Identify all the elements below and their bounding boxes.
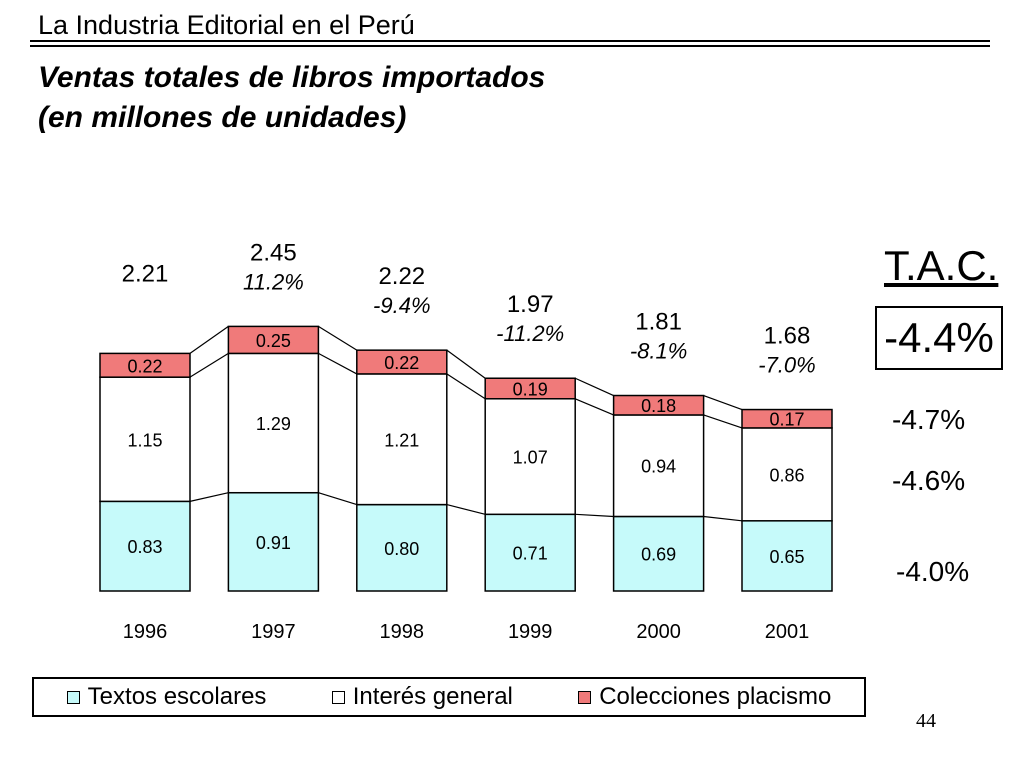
connector-line bbox=[575, 513, 614, 518]
value-label-interes-general: 1.07 bbox=[513, 448, 548, 468]
value-label-textos-escolares: 0.69 bbox=[641, 545, 676, 565]
x-tick-label: 1999 bbox=[508, 621, 553, 643]
x-tick-label: 1996 bbox=[123, 621, 168, 643]
total-label: 2.22 bbox=[378, 263, 425, 290]
total-label: 1.81 bbox=[635, 309, 682, 336]
bar-segment-textos-escolares-1997 bbox=[227, 491, 320, 592]
chart-title-line-2: (en millones de unidades) bbox=[38, 101, 407, 134]
legend-item-textos-escolares: Textos escolares bbox=[66, 683, 267, 711]
connector-line bbox=[446, 504, 486, 515]
bar-segment-colecciones-placismo-1999 bbox=[484, 377, 576, 400]
bar-segment-colecciones-placismo-2001 bbox=[741, 408, 833, 429]
bar-segment-colecciones-placismo-1996 bbox=[99, 352, 191, 378]
legend-label-textos-escolares: Textos escolares bbox=[87, 683, 267, 710]
connector-line bbox=[318, 325, 358, 351]
chart-legend: Textos escolares Interés general Colecci… bbox=[32, 677, 866, 717]
page-number: 44 bbox=[916, 710, 936, 732]
legend-swatch-interes-general bbox=[331, 690, 345, 704]
total-label: 2.21 bbox=[122, 260, 169, 287]
value-label-interes-general: 0.86 bbox=[769, 465, 804, 485]
bar-segment-colecciones-placismo-1997 bbox=[227, 325, 320, 355]
bar-segment-textos-escolares-1999 bbox=[484, 513, 576, 592]
value-label-interes-general: 1.21 bbox=[384, 430, 419, 450]
tac-interes-general-rate: -4.6% bbox=[892, 465, 966, 496]
connector-line bbox=[703, 515, 743, 522]
value-label-interes-general: 0.94 bbox=[641, 457, 676, 477]
value-label-textos-escolares: 0.83 bbox=[127, 537, 162, 557]
connector-line bbox=[318, 492, 357, 506]
tac-total-value: -4.4% bbox=[884, 314, 994, 361]
connector-line bbox=[703, 414, 743, 429]
connector-line bbox=[574, 377, 614, 397]
value-label-colecciones-placismo: 0.25 bbox=[256, 331, 291, 351]
tac-colecciones-rate: -4.7% bbox=[892, 404, 966, 435]
bar-segment-colecciones-placismo-1998 bbox=[356, 349, 448, 375]
legend-item-colecciones-placismo: Colecciones placismo bbox=[578, 683, 831, 711]
bar-segment-interes-general-1999 bbox=[484, 398, 576, 516]
growth-label: -8.1% bbox=[630, 339, 687, 364]
growth-label: 11.2% bbox=[243, 269, 304, 294]
tac-textos-escolares-rate: -4.0% bbox=[896, 556, 970, 587]
bar-segment-interes-general-1997 bbox=[227, 352, 320, 494]
value-label-colecciones-placismo: 0.17 bbox=[769, 410, 804, 430]
bar-segment-textos-escolares-2001 bbox=[741, 520, 833, 592]
connector-line bbox=[189, 325, 229, 354]
bar-segment-interes-general-2000 bbox=[612, 414, 705, 518]
connector-line bbox=[446, 349, 486, 379]
value-label-colecciones-placismo: 0.18 bbox=[641, 396, 676, 416]
connector-line bbox=[189, 352, 229, 378]
chart-title: Ventas totales de libros importados (en … bbox=[38, 58, 545, 138]
value-label-colecciones-placismo: 0.19 bbox=[513, 380, 548, 400]
x-tick-label: 2001 bbox=[765, 621, 810, 643]
x-tick-label: 1997 bbox=[251, 621, 296, 643]
value-label-colecciones-placismo: 0.22 bbox=[127, 356, 162, 376]
growth-label: -11.2% bbox=[496, 321, 564, 346]
value-label-textos-escolares: 0.80 bbox=[384, 539, 419, 559]
total-label: 1.68 bbox=[764, 323, 811, 350]
value-label-interes-general: 1.29 bbox=[256, 414, 291, 434]
value-label-colecciones-placismo: 0.22 bbox=[384, 353, 419, 373]
legend-label-interes-general: Interés general bbox=[352, 683, 513, 710]
legend-label-colecciones-placismo: Colecciones placismo bbox=[599, 683, 832, 710]
x-tick-label: 2000 bbox=[636, 621, 681, 643]
connector-line bbox=[446, 373, 486, 400]
legend-swatch-textos-escolares bbox=[66, 690, 80, 704]
total-label: 1.97 bbox=[507, 291, 554, 318]
growth-label: -7.0% bbox=[758, 353, 815, 378]
connector-line bbox=[189, 492, 229, 502]
connector-line bbox=[574, 398, 614, 416]
bar-segment-textos-escolares-1998 bbox=[356, 503, 448, 592]
tac-label: T.A.C. bbox=[884, 242, 999, 289]
header-title: La Industria Editorial en el Perú bbox=[38, 10, 415, 40]
chart-title-line-1: Ventas totales de libros importados bbox=[38, 61, 546, 94]
header-divider-double bbox=[30, 45, 990, 47]
bar-segment-interes-general-1996 bbox=[99, 376, 191, 503]
legend-item-interes-general: Interés general bbox=[331, 683, 513, 711]
bar-segment-interes-general-2001 bbox=[741, 427, 833, 522]
bar-segment-textos-escolares-2000 bbox=[612, 515, 705, 592]
value-label-textos-escolares: 0.71 bbox=[513, 544, 548, 564]
legend-swatch-colecciones-placismo bbox=[578, 690, 592, 704]
bar-segment-interes-general-1998 bbox=[356, 373, 448, 506]
value-label-textos-escolares: 0.91 bbox=[256, 533, 291, 553]
header-divider bbox=[30, 40, 990, 42]
bar-segment-colecciones-placismo-2000 bbox=[612, 394, 705, 416]
value-label-textos-escolares: 0.65 bbox=[769, 547, 804, 567]
tac-total-box: -4.4% bbox=[875, 306, 1003, 370]
growth-label: -9.4% bbox=[373, 293, 430, 318]
value-label-interes-general: 1.15 bbox=[127, 430, 162, 450]
connector-line bbox=[703, 394, 743, 411]
connector-line bbox=[318, 352, 358, 375]
x-tick-label: 1998 bbox=[380, 621, 425, 643]
total-label: 2.45 bbox=[250, 239, 297, 266]
